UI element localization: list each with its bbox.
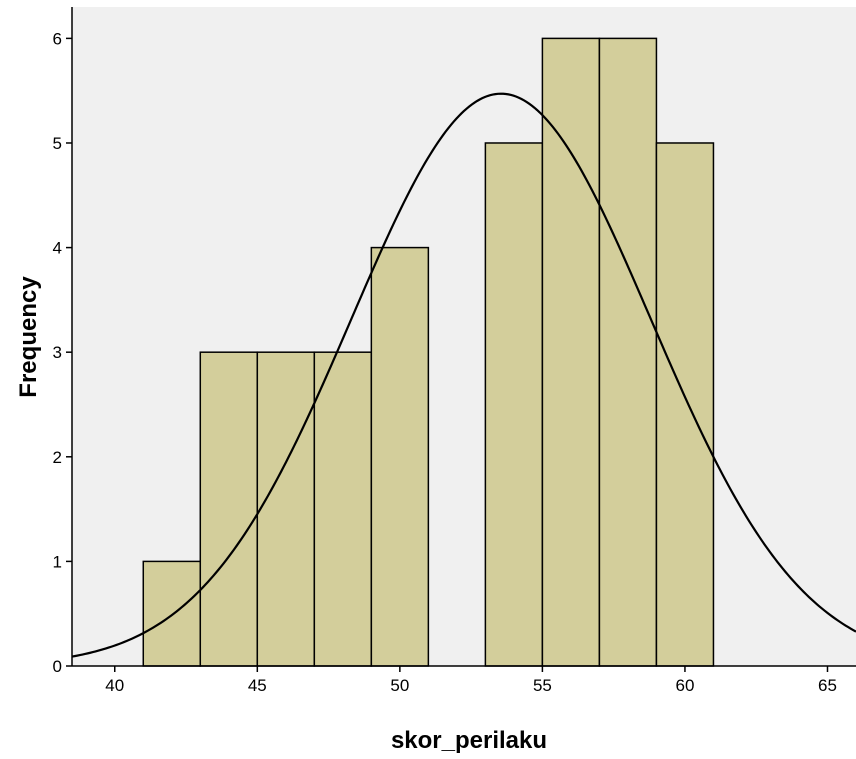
y-tick-label: 1 (53, 552, 62, 571)
x-tick-label: 65 (818, 676, 837, 695)
x-axis-ticks: 40 45 50 55 60 65 (105, 666, 837, 695)
histogram-bar (256, 351, 316, 667)
x-axis-title: skor_perilaku (391, 727, 547, 754)
y-axis-ticks: 0 1 2 3 4 5 6 (53, 29, 72, 676)
x-tick-label: 50 (390, 676, 409, 695)
y-tick-label: 0 (53, 657, 62, 676)
normal-curve (71, 92, 856, 658)
histogram-bar (370, 246, 430, 667)
histogram-bar (541, 37, 601, 667)
histogram-bar (199, 351, 259, 667)
x-tick-label: 55 (533, 676, 552, 695)
y-tick-label: 3 (53, 343, 62, 362)
histogram-bar (313, 351, 373, 667)
histogram-bar (655, 142, 715, 667)
y-axis-title: Frequency (15, 276, 42, 398)
y-tick-label: 5 (53, 134, 62, 153)
x-tick-label: 60 (675, 676, 694, 695)
histogram-bar (142, 560, 202, 667)
x-tick-label: 45 (248, 676, 267, 695)
y-tick-label: 4 (53, 239, 62, 258)
y-tick-label: 6 (53, 29, 62, 48)
x-tick-label: 40 (105, 676, 124, 695)
histogram-bar (484, 142, 544, 667)
bars-group (142, 37, 715, 667)
y-tick-label: 2 (53, 448, 62, 467)
histogram-bar (598, 37, 658, 667)
